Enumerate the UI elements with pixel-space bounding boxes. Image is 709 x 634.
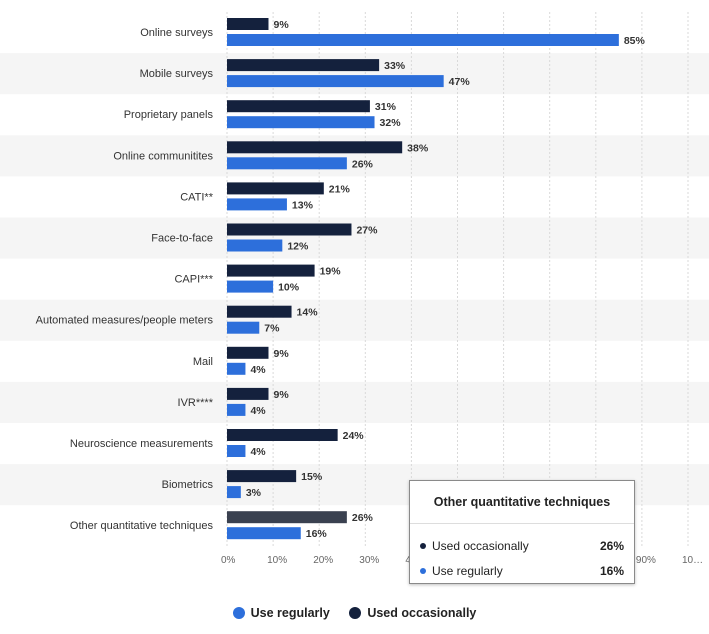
data-label-occasionally: 9% — [273, 19, 289, 31]
data-label-regularly: 4% — [250, 446, 266, 458]
category-label: Other quantitative techniques — [70, 520, 214, 532]
tooltip-row-regular: Use regularly 16% — [420, 564, 624, 578]
category-label: Mobile surveys — [140, 68, 214, 80]
x-tick-label: 30% — [359, 555, 379, 566]
data-label-occasionally: 38% — [407, 142, 429, 154]
data-label-regularly: 16% — [306, 528, 328, 540]
bullet-icon — [420, 543, 426, 549]
data-label-regularly: 12% — [287, 241, 309, 253]
bar-used-occasionally — [227, 264, 315, 277]
bar-used-occasionally — [227, 18, 269, 30]
bar-use-regularly — [227, 403, 246, 416]
category-label: CAPI*** — [174, 274, 213, 286]
tooltip: Other quantitative techniques Used occas… — [409, 480, 635, 584]
category-label: Biometrics — [162, 479, 214, 491]
data-label-regularly: 3% — [246, 487, 262, 499]
category-label: Neuroscience measurements — [70, 438, 214, 450]
data-label-occasionally: 19% — [320, 266, 342, 278]
data-label-regularly: 47% — [449, 76, 471, 88]
data-label-occasionally: 33% — [384, 60, 406, 72]
data-label-regularly: 4% — [250, 405, 266, 417]
bar-used-occasionally — [227, 182, 324, 195]
data-label-regularly: 13% — [292, 199, 314, 211]
x-tick-label: 10% — [267, 555, 287, 566]
tooltip-row-value: 16% — [599, 564, 624, 578]
category-label: Online surveys — [140, 27, 213, 39]
bar-use-regularly — [227, 321, 260, 334]
tooltip-row-name: Use regularly — [432, 564, 503, 578]
bar-used-occasionally — [227, 223, 352, 236]
bar-use-regularly — [227, 198, 287, 211]
legend-item-regular[interactable]: Use regularly — [232, 606, 330, 620]
data-label-occasionally: 21% — [329, 183, 351, 195]
category-label: IVR**** — [178, 397, 214, 409]
bar-used-occasionally — [227, 387, 269, 400]
tooltip-row-name: Used occasionally — [432, 539, 529, 553]
bullet-icon — [420, 568, 426, 574]
category-label: CATI** — [180, 191, 214, 203]
row-band — [0, 299, 709, 341]
x-tick-label: 0% — [221, 555, 236, 566]
data-label-occasionally: 31% — [375, 101, 397, 113]
bar-use-regularly — [227, 116, 375, 129]
bar-use-regularly — [227, 486, 241, 499]
data-label-regularly: 7% — [264, 323, 280, 335]
x-tick-label: 10… — [682, 555, 703, 566]
bar-use-regularly — [227, 34, 619, 46]
tooltip-title: Other quantitative techniques — [433, 495, 611, 509]
category-label: Mail — [193, 356, 213, 368]
bar-used-occasionally — [227, 100, 370, 113]
bar-used-occasionally — [227, 346, 269, 359]
data-label-occasionally: 9% — [273, 389, 289, 401]
bar-used-occasionally — [227, 511, 347, 524]
data-label-occasionally: 9% — [273, 348, 289, 360]
category-label: Face-to-face — [151, 233, 213, 245]
legend-label: Used occasionally — [367, 606, 477, 620]
data-label-occasionally: 14% — [297, 307, 319, 319]
row-band — [0, 381, 709, 423]
tooltip-row-occasional: Used occasionally 26% — [420, 539, 624, 553]
category-label: Proprietary panels — [124, 109, 214, 121]
row-band — [0, 217, 709, 259]
bar-use-regularly — [227, 362, 246, 375]
data-label-occasionally: 15% — [301, 471, 323, 483]
bar-used-occasionally — [227, 305, 292, 318]
tooltip-row-value: 26% — [599, 539, 624, 553]
bar-used-occasionally — [227, 59, 380, 72]
data-label-occasionally: 27% — [356, 225, 378, 237]
bar-used-occasionally — [227, 141, 403, 154]
bars — [227, 18, 619, 540]
bar-use-regularly — [227, 445, 246, 457]
data-label-regularly: 4% — [250, 364, 266, 376]
category-label: Automated measures/people meters — [36, 315, 214, 327]
data-label-regularly: 32% — [380, 117, 402, 129]
data-label-regularly: 10% — [278, 282, 300, 294]
legend-label: Use regularly — [250, 606, 330, 620]
x-tick-label: 90% — [636, 555, 656, 566]
legend-dot-icon — [232, 607, 245, 619]
tooltip-divider — [410, 523, 634, 524]
legend-item-occasional[interactable]: Used occasionally — [349, 606, 476, 620]
bar-used-occasionally — [227, 470, 297, 483]
bar-use-regularly — [227, 157, 347, 170]
data-label-occasionally: 26% — [352, 512, 374, 524]
bar-use-regularly — [227, 75, 444, 88]
legend-dot-icon — [349, 607, 362, 619]
bar-use-regularly — [227, 239, 283, 252]
legend: Use regularly Used occasionally — [0, 606, 709, 622]
bar-use-regularly — [227, 527, 301, 540]
category-label: Online communitites — [113, 150, 213, 162]
bar-used-occasionally — [227, 429, 338, 441]
x-tick-label: 20% — [313, 555, 333, 566]
data-label-occasionally: 24% — [343, 430, 365, 442]
bar-use-regularly — [227, 280, 274, 293]
data-label-regularly: 85% — [624, 35, 646, 47]
data-label-regularly: 26% — [352, 158, 374, 170]
